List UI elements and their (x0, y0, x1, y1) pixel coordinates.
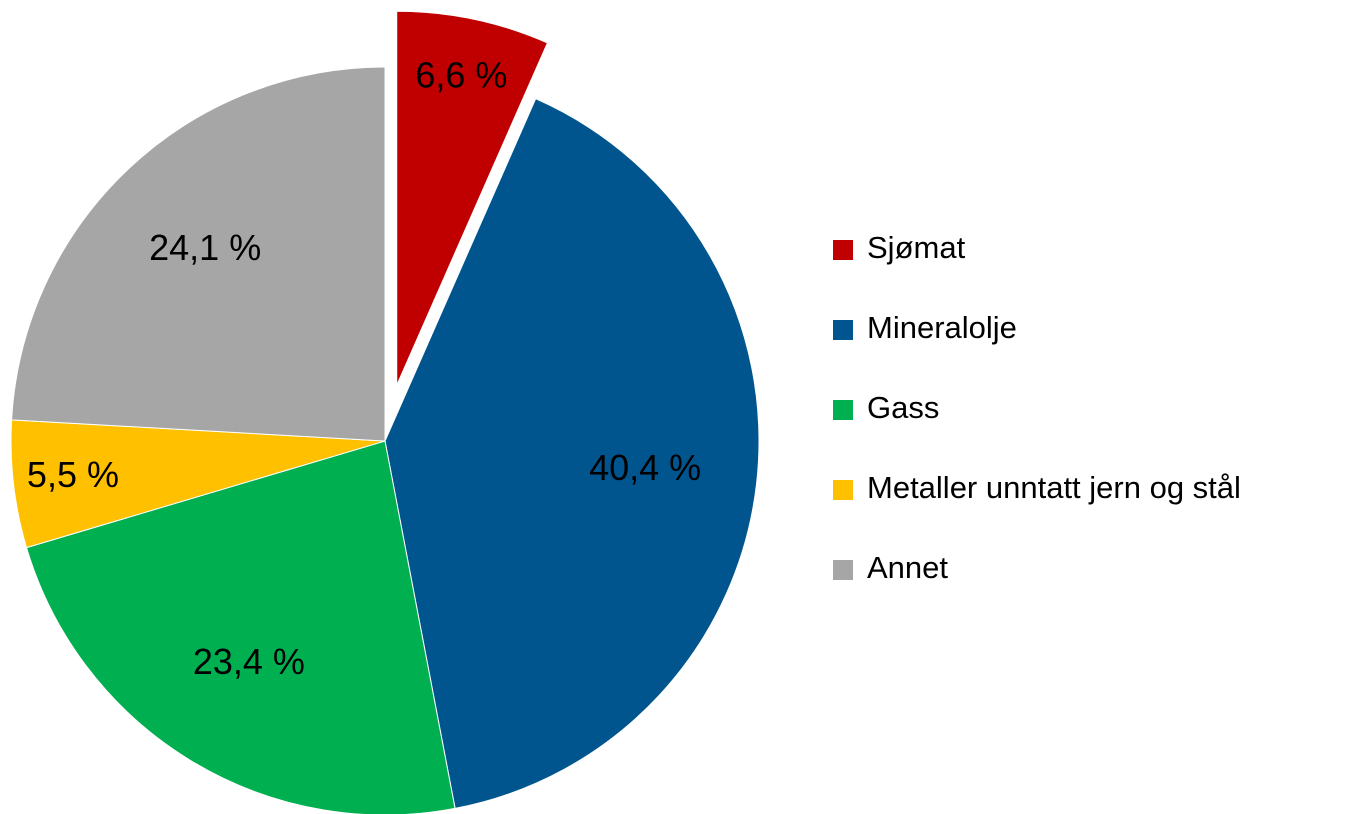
legend-swatch (833, 320, 853, 340)
legend-swatch (833, 400, 853, 420)
legend-swatch (833, 560, 853, 580)
pie-slice (25, 440, 456, 814)
pie-slice (10, 419, 386, 549)
pie-slice (11, 66, 386, 442)
slice-label: 6,6 % (415, 54, 507, 95)
pie-slice (396, 10, 549, 386)
pie-slice (384, 98, 760, 809)
legend-label: Sjømat (867, 230, 966, 265)
legend-label: Metaller unntatt jern og stål (867, 470, 1241, 505)
legend-swatch (833, 480, 853, 500)
slice-label: 23,4 % (193, 641, 305, 682)
legend-label: Gass (867, 390, 939, 425)
legend-label: Mineralolje (867, 310, 1017, 345)
slice-label: 5,5 % (27, 454, 119, 495)
slice-label: 24,1 % (149, 227, 261, 268)
slice-label: 40,4 % (589, 447, 701, 488)
legend-swatch (833, 240, 853, 260)
legend-label: Annet (867, 550, 948, 585)
